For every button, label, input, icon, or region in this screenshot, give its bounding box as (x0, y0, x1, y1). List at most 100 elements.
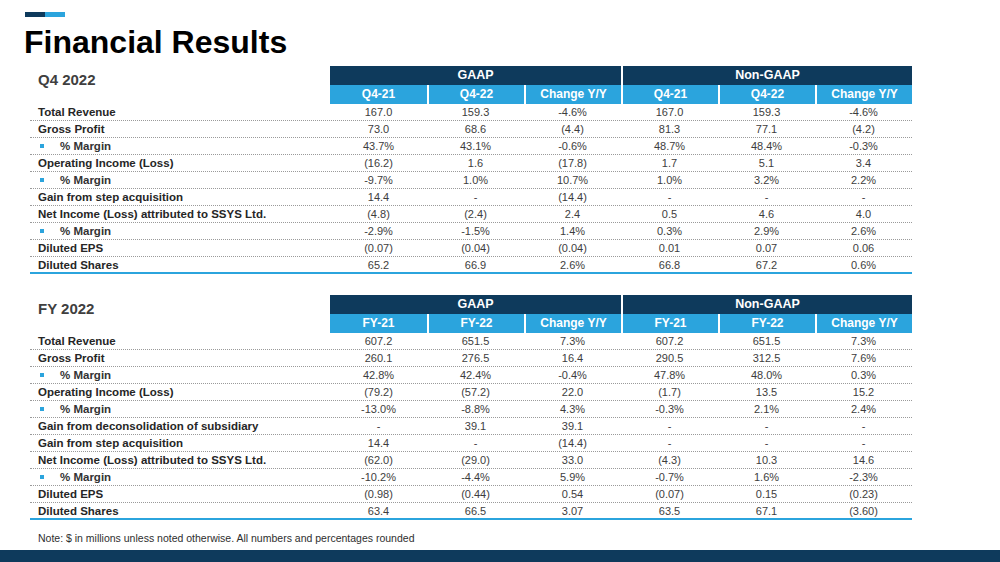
cell-value: (79.2) (330, 384, 427, 400)
cell-value: 1.0% (427, 172, 524, 188)
cell-value: 0.06 (815, 240, 912, 256)
cell-value: - (718, 435, 815, 451)
table-row: Total Revenue167.0159.3-4.6%167.0159.3-4… (30, 104, 912, 121)
cell-value: - (621, 418, 718, 434)
table-row: Total Revenue607.2651.57.3%607.2651.57.3… (30, 333, 912, 350)
cell-value: 13.5 (718, 384, 815, 400)
cell-value: 0.5 (621, 206, 718, 222)
cell-value: 0.15 (718, 486, 815, 502)
square-bullet-icon (40, 475, 44, 479)
fy-column-header-row: FY-21 FY-22 Change Y/Y FY-21 FY-22 Chang… (30, 314, 912, 333)
row-label: Gain from step acquisition (30, 435, 330, 451)
cell-value: 39.1 (524, 418, 621, 434)
cell-value: 22.0 (524, 384, 621, 400)
cell-value: 4.3% (524, 401, 621, 417)
column-header: Change Y/Y (815, 85, 912, 104)
gaap-group-header: GAAP (330, 295, 621, 314)
cell-value: 3.2% (718, 172, 815, 188)
cell-value: -4.6% (815, 104, 912, 120)
row-label: % Margin (30, 138, 330, 154)
cell-value: 4.6 (718, 206, 815, 222)
cell-value: 63.5 (621, 503, 718, 518)
table-row: Net Income (Loss) attributed to SSYS Ltd… (30, 452, 912, 469)
cell-value: (62.0) (330, 452, 427, 468)
cell-value: (14.4) (524, 189, 621, 205)
cell-value: (17.8) (524, 155, 621, 171)
cell-value: 10.7% (524, 172, 621, 188)
cell-value: - (621, 189, 718, 205)
row-label: Gain from step acquisition (30, 189, 330, 205)
cell-value: 159.3 (718, 104, 815, 120)
fy-table-body: Total Revenue607.2651.57.3%607.2651.57.3… (30, 333, 912, 520)
cell-value: -9.7% (330, 172, 427, 188)
fy-2022-table: FY 2022 GAAP Non-GAAP FY-21 FY-22 Change… (30, 295, 912, 520)
row-label-text: Total Revenue (38, 333, 116, 349)
cell-value: 0.6% (815, 257, 912, 272)
cell-value: 10.3 (718, 452, 815, 468)
column-header: Change Y/Y (815, 314, 912, 333)
square-bullet-icon (40, 178, 44, 182)
cell-value: (4.4) (524, 121, 621, 137)
column-header: Q4-21 (621, 85, 718, 104)
cell-value: (0.98) (330, 486, 427, 502)
row-label-text: % Margin (60, 367, 111, 383)
cell-value: (0.07) (621, 486, 718, 502)
table-row: % Margin42.8%42.4%-0.4%47.8%48.0%0.3% (30, 367, 912, 384)
row-label-text: % Margin (60, 401, 111, 417)
cell-value: (4.3) (621, 452, 718, 468)
cell-value: -13.0% (330, 401, 427, 417)
cell-value: - (427, 189, 524, 205)
cell-value: 66.9 (427, 257, 524, 272)
cell-value: 7.3% (815, 333, 912, 349)
square-bullet-icon (40, 373, 44, 377)
cell-value: -8.8% (427, 401, 524, 417)
table-row: Diluted EPS(0.07)(0.04)(0.04)0.010.070.0… (30, 240, 912, 257)
cell-value: -0.7% (621, 469, 718, 485)
table-row: Diluted Shares63.466.53.0763.567.1(3.60) (30, 503, 912, 520)
table-row: Gain from step acquisition14.4-(14.4)--- (30, 189, 912, 206)
cell-value: 16.4 (524, 350, 621, 366)
cell-value: 66.5 (427, 503, 524, 518)
cell-value: 48.7% (621, 138, 718, 154)
cell-value: -2.3% (815, 469, 912, 485)
cell-value: (16.2) (330, 155, 427, 171)
cell-value: (0.44) (427, 486, 524, 502)
cell-value: (0.07) (330, 240, 427, 256)
cell-value: 0.01 (621, 240, 718, 256)
row-label: % Margin (30, 223, 330, 239)
cell-value: 1.0% (621, 172, 718, 188)
cell-value: 3.07 (524, 503, 621, 518)
cell-value: 67.1 (718, 503, 815, 518)
cell-value: (57.2) (427, 384, 524, 400)
cell-value: (29.0) (427, 452, 524, 468)
table-row: % Margin43.7%43.1%-0.6%48.7%48.4%-0.3% (30, 138, 912, 155)
cell-value: 48.4% (718, 138, 815, 154)
cell-value: 4.0 (815, 206, 912, 222)
row-label-text: Diluted Shares (38, 503, 119, 518)
cell-value: 2.4 (524, 206, 621, 222)
cell-value: 14.6 (815, 452, 912, 468)
cell-value: -10.2% (330, 469, 427, 485)
row-label: % Margin (30, 401, 330, 417)
bottom-accent-bar (0, 550, 1000, 562)
cell-value: 0.07 (718, 240, 815, 256)
table-row: % Margin-9.7%1.0%10.7%1.0%3.2%2.2% (30, 172, 912, 189)
column-header: Q4-22 (427, 85, 524, 104)
cell-value: -0.3% (815, 138, 912, 154)
cell-value: 5.9% (524, 469, 621, 485)
cell-value: -1.5% (427, 223, 524, 239)
cell-value: 260.1 (330, 350, 427, 366)
section-label-q4: Q4 2022 (38, 71, 96, 88)
cell-value: - (427, 435, 524, 451)
cell-value: -4.4% (427, 469, 524, 485)
row-label: Total Revenue (30, 333, 330, 349)
cell-value: 81.3 (621, 121, 718, 137)
cell-value: 47.8% (621, 367, 718, 383)
row-label-text: Gross Profit (38, 121, 104, 137)
cell-value: 73.0 (330, 121, 427, 137)
table-row: Gross Profit260.1276.516.4290.5312.57.6% (30, 350, 912, 367)
cell-value: 63.4 (330, 503, 427, 518)
cell-value: - (718, 189, 815, 205)
column-header: FY-22 (427, 314, 524, 333)
row-label: Diluted Shares (30, 257, 330, 272)
